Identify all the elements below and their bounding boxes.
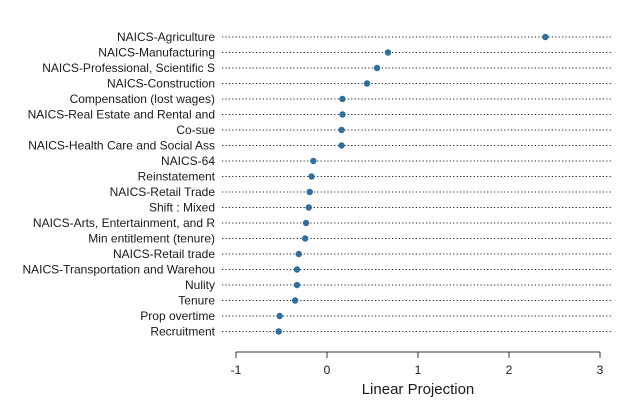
category-label: Shift : Mixed bbox=[149, 201, 215, 215]
data-point bbox=[384, 49, 392, 56]
category-label: NAICS-Manufacturing bbox=[98, 46, 215, 60]
data-points bbox=[275, 33, 549, 335]
data-point bbox=[275, 328, 282, 335]
category-label: Co-sue bbox=[176, 123, 215, 137]
category-label: NAICS-Agriculture bbox=[117, 30, 215, 44]
data-point bbox=[338, 142, 345, 149]
x-axis-title: Linear Projection bbox=[362, 381, 475, 398]
category-label: NAICS-Health Care and Social Ass bbox=[28, 139, 215, 153]
category-label: NAICS-64 bbox=[161, 154, 215, 168]
x-axis: -1 0 1 2 3 bbox=[231, 351, 604, 377]
category-label: Min entitlement (tenure) bbox=[88, 232, 215, 246]
data-point bbox=[373, 64, 381, 72]
category-label: NAICS-Real Estate and Rental and bbox=[28, 108, 215, 122]
category-label: Recruitment bbox=[150, 325, 215, 339]
category-label: NAICS-Professional, Scientific S bbox=[42, 61, 215, 75]
x-tick-label: -1 bbox=[231, 363, 242, 377]
category-label: NAICS-Construction bbox=[107, 77, 215, 91]
data-point bbox=[339, 111, 346, 118]
data-point bbox=[363, 80, 371, 87]
category-label: Prop overtime bbox=[140, 309, 215, 323]
data-point bbox=[276, 312, 283, 320]
category-label: Tenure bbox=[178, 294, 215, 308]
category-label: Nulity bbox=[185, 278, 215, 292]
data-point bbox=[306, 188, 313, 196]
category-label: NAICS-Arts, Entertainment, and R bbox=[33, 216, 215, 230]
category-rows: NAICS-AgricultureNAICS-ManufacturingNAIC… bbox=[22, 30, 612, 339]
data-point bbox=[338, 126, 345, 134]
data-point bbox=[308, 173, 315, 180]
category-label: NAICS-Retail trade bbox=[113, 247, 215, 261]
category-label: NAICS-Transportation and Warehou bbox=[22, 263, 215, 277]
data-point bbox=[295, 250, 302, 258]
x-tick-label: 1 bbox=[415, 363, 422, 377]
data-point bbox=[293, 281, 301, 289]
data-point bbox=[542, 33, 549, 41]
category-label: Compensation (lost wages) bbox=[70, 92, 215, 106]
x-tick-label: 0 bbox=[324, 363, 331, 377]
data-point bbox=[310, 157, 317, 165]
x-tick-label: 3 bbox=[597, 363, 604, 377]
x-tick-label: 2 bbox=[506, 363, 513, 377]
data-point bbox=[293, 266, 301, 273]
data-point bbox=[339, 95, 346, 103]
data-point bbox=[301, 235, 309, 242]
category-label: Reinstatement bbox=[138, 170, 216, 184]
data-point bbox=[302, 219, 310, 227]
data-point bbox=[305, 204, 312, 211]
category-label: NAICS-Retail Trade bbox=[110, 185, 216, 199]
data-point bbox=[291, 297, 299, 304]
